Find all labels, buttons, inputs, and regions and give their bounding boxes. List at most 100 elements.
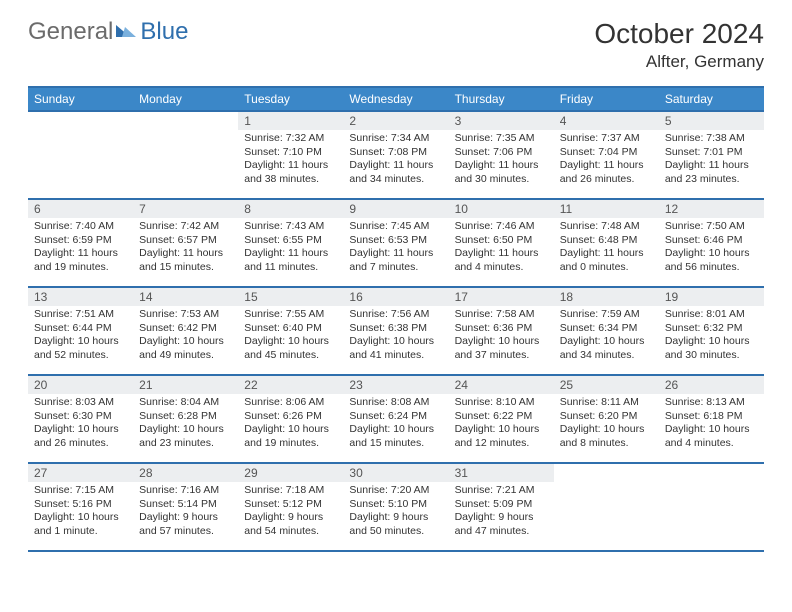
- daylight-text: Daylight: 10 hours and 1 minute.: [34, 511, 127, 538]
- day-number: 14: [133, 288, 238, 306]
- daylight-text: Daylight: 10 hours and 19 minutes.: [244, 423, 337, 450]
- sunset-text: Sunset: 7:01 PM: [665, 146, 758, 160]
- sunset-text: Sunset: 7:10 PM: [244, 146, 337, 160]
- daylight-text: Daylight: 11 hours and 0 minutes.: [560, 247, 653, 274]
- day-details: Sunrise: 7:34 AMSunset: 7:08 PMDaylight:…: [343, 130, 448, 191]
- sunset-text: Sunset: 6:26 PM: [244, 410, 337, 424]
- sunset-text: Sunset: 6:57 PM: [139, 234, 232, 248]
- day-details: Sunrise: 7:20 AMSunset: 5:10 PMDaylight:…: [343, 482, 448, 543]
- sunset-text: Sunset: 6:32 PM: [665, 322, 758, 336]
- sunset-text: Sunset: 6:40 PM: [244, 322, 337, 336]
- calendar-day-cell: 20Sunrise: 8:03 AMSunset: 6:30 PMDayligh…: [28, 375, 133, 463]
- logo-text-general: General: [28, 18, 113, 46]
- sunrise-text: Sunrise: 7:18 AM: [244, 484, 337, 498]
- sunrise-text: Sunrise: 7:56 AM: [349, 308, 442, 322]
- sunset-text: Sunset: 6:22 PM: [455, 410, 548, 424]
- daylight-text: Daylight: 11 hours and 11 minutes.: [244, 247, 337, 274]
- weekday-header: Friday: [554, 87, 659, 111]
- day-number: 19: [659, 288, 764, 306]
- daylight-text: Daylight: 11 hours and 26 minutes.: [560, 159, 653, 186]
- sunrise-text: Sunrise: 7:59 AM: [560, 308, 653, 322]
- calendar-day-cell: 6Sunrise: 7:40 AMSunset: 6:59 PMDaylight…: [28, 199, 133, 287]
- calendar-day-cell: 31Sunrise: 7:21 AMSunset: 5:09 PMDayligh…: [449, 463, 554, 551]
- sunset-text: Sunset: 5:10 PM: [349, 498, 442, 512]
- sunrise-text: Sunrise: 7:51 AM: [34, 308, 127, 322]
- sunrise-text: Sunrise: 8:13 AM: [665, 396, 758, 410]
- day-number: 24: [449, 376, 554, 394]
- calendar-day-cell: 11Sunrise: 7:48 AMSunset: 6:48 PMDayligh…: [554, 199, 659, 287]
- daylight-text: Daylight: 10 hours and 52 minutes.: [34, 335, 127, 362]
- daylight-text: Daylight: 9 hours and 54 minutes.: [244, 511, 337, 538]
- daylight-text: Daylight: 9 hours and 57 minutes.: [139, 511, 232, 538]
- calendar-week-row: 6Sunrise: 7:40 AMSunset: 6:59 PMDaylight…: [28, 199, 764, 287]
- sunrise-text: Sunrise: 8:10 AM: [455, 396, 548, 410]
- sunrise-text: Sunrise: 7:32 AM: [244, 132, 337, 146]
- sunrise-text: Sunrise: 7:21 AM: [455, 484, 548, 498]
- day-details: Sunrise: 7:21 AMSunset: 5:09 PMDaylight:…: [449, 482, 554, 543]
- calendar-day-cell: 15Sunrise: 7:55 AMSunset: 6:40 PMDayligh…: [238, 287, 343, 375]
- sunrise-text: Sunrise: 7:46 AM: [455, 220, 548, 234]
- sunrise-text: Sunrise: 7:20 AM: [349, 484, 442, 498]
- sunrise-text: Sunrise: 7:55 AM: [244, 308, 337, 322]
- sunset-text: Sunset: 6:44 PM: [34, 322, 127, 336]
- daylight-text: Daylight: 10 hours and 4 minutes.: [665, 423, 758, 450]
- day-details: Sunrise: 7:51 AMSunset: 6:44 PMDaylight:…: [28, 306, 133, 367]
- sunset-text: Sunset: 7:04 PM: [560, 146, 653, 160]
- location: Alfter, Germany: [594, 52, 764, 72]
- day-number: 9: [343, 200, 448, 218]
- calendar-day-cell: 22Sunrise: 8:06 AMSunset: 6:26 PMDayligh…: [238, 375, 343, 463]
- sunrise-text: Sunrise: 7:16 AM: [139, 484, 232, 498]
- calendar-day-cell: 14Sunrise: 7:53 AMSunset: 6:42 PMDayligh…: [133, 287, 238, 375]
- daylight-text: Daylight: 9 hours and 50 minutes.: [349, 511, 442, 538]
- sunrise-text: Sunrise: 8:11 AM: [560, 396, 653, 410]
- day-number: 18: [554, 288, 659, 306]
- sunset-text: Sunset: 6:30 PM: [34, 410, 127, 424]
- day-details: Sunrise: 7:42 AMSunset: 6:57 PMDaylight:…: [133, 218, 238, 279]
- day-number: 8: [238, 200, 343, 218]
- weekday-header: Wednesday: [343, 87, 448, 111]
- calendar-body: 1Sunrise: 7:32 AMSunset: 7:10 PMDaylight…: [28, 111, 764, 551]
- sunset-text: Sunset: 6:55 PM: [244, 234, 337, 248]
- daylight-text: Daylight: 10 hours and 12 minutes.: [455, 423, 548, 450]
- sunrise-text: Sunrise: 7:48 AM: [560, 220, 653, 234]
- day-number: 26: [659, 376, 764, 394]
- calendar-week-row: 20Sunrise: 8:03 AMSunset: 6:30 PMDayligh…: [28, 375, 764, 463]
- sunrise-text: Sunrise: 8:03 AM: [34, 396, 127, 410]
- sunset-text: Sunset: 7:08 PM: [349, 146, 442, 160]
- logo: General Blue: [28, 18, 188, 46]
- calendar-week-row: 1Sunrise: 7:32 AMSunset: 7:10 PMDaylight…: [28, 111, 764, 199]
- day-details: Sunrise: 7:32 AMSunset: 7:10 PMDaylight:…: [238, 130, 343, 191]
- day-number: 6: [28, 200, 133, 218]
- sunrise-text: Sunrise: 7:15 AM: [34, 484, 127, 498]
- daylight-text: Daylight: 10 hours and 23 minutes.: [139, 423, 232, 450]
- sunset-text: Sunset: 5:12 PM: [244, 498, 337, 512]
- day-number: 16: [343, 288, 448, 306]
- sunrise-text: Sunrise: 7:58 AM: [455, 308, 548, 322]
- day-details: Sunrise: 7:50 AMSunset: 6:46 PMDaylight:…: [659, 218, 764, 279]
- sunset-text: Sunset: 6:36 PM: [455, 322, 548, 336]
- daylight-text: Daylight: 11 hours and 19 minutes.: [34, 247, 127, 274]
- sunset-text: Sunset: 6:42 PM: [139, 322, 232, 336]
- day-details: Sunrise: 7:55 AMSunset: 6:40 PMDaylight:…: [238, 306, 343, 367]
- calendar-day-cell: 26Sunrise: 8:13 AMSunset: 6:18 PMDayligh…: [659, 375, 764, 463]
- calendar-day-cell: [659, 463, 764, 551]
- sunset-text: Sunset: 6:46 PM: [665, 234, 758, 248]
- day-number: 1: [238, 112, 343, 130]
- weekday-header: Tuesday: [238, 87, 343, 111]
- calendar-day-cell: 28Sunrise: 7:16 AMSunset: 5:14 PMDayligh…: [133, 463, 238, 551]
- calendar-day-cell: 5Sunrise: 7:38 AMSunset: 7:01 PMDaylight…: [659, 111, 764, 199]
- calendar-day-cell: 25Sunrise: 8:11 AMSunset: 6:20 PMDayligh…: [554, 375, 659, 463]
- weekday-header: Saturday: [659, 87, 764, 111]
- day-details: Sunrise: 7:46 AMSunset: 6:50 PMDaylight:…: [449, 218, 554, 279]
- sunrise-text: Sunrise: 7:38 AM: [665, 132, 758, 146]
- day-number: 25: [554, 376, 659, 394]
- sunset-text: Sunset: 6:24 PM: [349, 410, 442, 424]
- calendar-day-cell: [28, 111, 133, 199]
- sunrise-text: Sunrise: 7:35 AM: [455, 132, 548, 146]
- sunrise-text: Sunrise: 8:06 AM: [244, 396, 337, 410]
- day-details: Sunrise: 7:48 AMSunset: 6:48 PMDaylight:…: [554, 218, 659, 279]
- calendar-day-cell: [554, 463, 659, 551]
- daylight-text: Daylight: 11 hours and 15 minutes.: [139, 247, 232, 274]
- sunrise-text: Sunrise: 7:37 AM: [560, 132, 653, 146]
- day-number: 27: [28, 464, 133, 482]
